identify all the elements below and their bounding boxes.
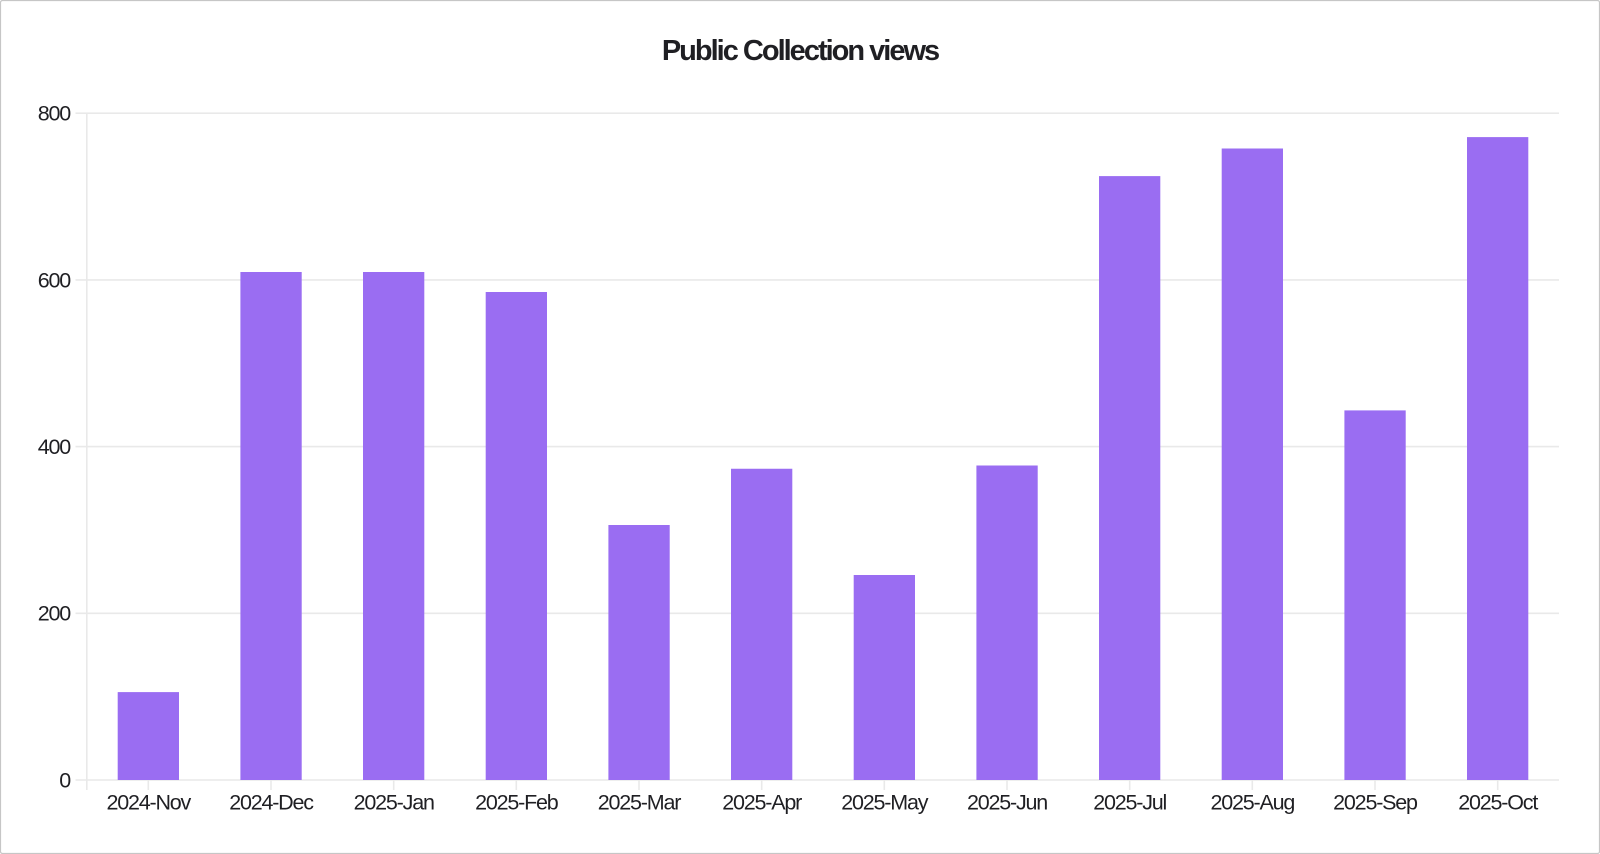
svg-text:2024-Nov: 2024-Nov [106,791,191,815]
svg-text:400: 400 [38,435,72,459]
svg-text:600: 600 [38,268,72,292]
svg-text:0: 0 [59,768,71,792]
svg-text:2024-Dec: 2024-Dec [229,791,314,815]
svg-text:2025-Mar: 2025-Mar [598,791,681,815]
svg-text:2025-Oct: 2025-Oct [1458,791,1538,815]
svg-text:2025-Jan: 2025-Jan [354,791,434,815]
svg-text:2025-May: 2025-May [841,791,928,815]
svg-text:Public Collection views: Public Collection views [662,35,939,67]
svg-text:2025-Sep: 2025-Sep [1333,791,1418,815]
svg-text:2025-Aug: 2025-Aug [1210,791,1294,815]
svg-text:2025-Apr: 2025-Apr [722,791,802,815]
svg-text:2025-Jul: 2025-Jul [1093,791,1166,815]
svg-text:200: 200 [38,602,72,626]
svg-text:2025-Jun: 2025-Jun [967,791,1047,815]
svg-text:800: 800 [38,102,72,126]
svg-text:2025-Feb: 2025-Feb [475,791,559,815]
